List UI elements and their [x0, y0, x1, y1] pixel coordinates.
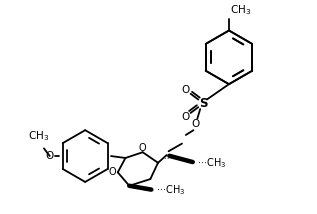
- Text: CH$_3$: CH$_3$: [230, 3, 251, 17]
- Text: O: O: [46, 151, 54, 161]
- Text: ···: ···: [161, 155, 170, 164]
- Text: O: O: [182, 112, 190, 122]
- Text: O: O: [139, 143, 146, 153]
- Text: O: O: [108, 167, 116, 177]
- Text: CH$_3$: CH$_3$: [28, 129, 49, 143]
- Text: O: O: [191, 119, 199, 129]
- Text: ···CH$_3$: ···CH$_3$: [156, 183, 185, 196]
- Text: ···CH$_3$: ···CH$_3$: [197, 156, 227, 170]
- Text: S: S: [199, 97, 207, 110]
- Text: O: O: [182, 85, 190, 95]
